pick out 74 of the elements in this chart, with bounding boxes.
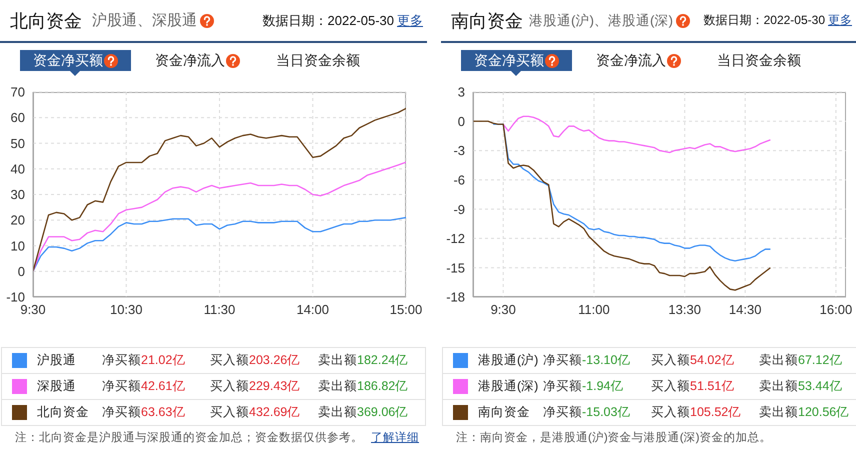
text: 资金净流入 — [155, 52, 225, 70]
text: 净买额42.61亿 — [102, 379, 186, 393]
y-tick-label: 50 — [10, 136, 25, 151]
line-series — [33, 216, 406, 272]
x-tick-label: 14:30 — [728, 302, 762, 318]
text: 买入额432.69亿 — [210, 405, 300, 419]
y-tick-label: 30 — [10, 187, 25, 202]
line-series — [33, 108, 406, 272]
chart-subtitle: 沪股通、深股通 — [92, 11, 197, 30]
text: 更多 — [397, 12, 423, 30]
line-series — [492, 124, 772, 262]
text: 卖出额120.56亿 — [759, 405, 850, 419]
x-tick-label: 15:00 — [390, 302, 422, 318]
y-tick-label: 70 — [10, 84, 25, 100]
text: 净买额21.02亿 — [102, 353, 186, 367]
text: 卖出额186.82亿 — [318, 379, 408, 393]
x-tick-label: 9:30 — [490, 302, 516, 318]
legend-label: 南向资金 — [478, 404, 530, 421]
text: 买入额229.43亿 — [210, 379, 300, 393]
legend-label: 港股通(沪) — [478, 352, 538, 369]
x-tick-label: 13:30 — [668, 302, 701, 318]
text: 净买额-15.03亿 — [543, 405, 630, 419]
text: 卖出额369.06亿 — [318, 405, 408, 419]
y-tick-label: 10 — [10, 238, 25, 254]
y-tick-label: 40 — [10, 161, 25, 176]
text: 卖出额182.24亿 — [318, 353, 408, 367]
y-tick-label: 3 — [458, 84, 465, 100]
y-tick-label: -18 — [446, 290, 465, 305]
x-tick-label: 9:30 — [20, 302, 46, 318]
y-tick-label: 0 — [458, 114, 465, 129]
legend-label: 深股通 — [37, 378, 76, 395]
x-tick-label: 14:00 — [296, 302, 330, 318]
chart-subtitle: 港股通(沪)、港股通(深) — [529, 12, 673, 30]
chart-title: 北向资金 — [10, 10, 82, 32]
text: 数据日期：2022-05-30 — [262, 12, 394, 30]
y-tick-label: -15 — [446, 260, 465, 276]
line-series — [502, 116, 772, 154]
y-tick-label: -10 — [6, 290, 25, 305]
text: 卖出额67.12亿 — [759, 353, 842, 367]
text: 数据日期：2022-05-30 — [704, 12, 825, 29]
text: 资金净买额 — [33, 52, 103, 70]
y-tick-label: 60 — [10, 110, 25, 126]
y-tick-label: -12 — [446, 231, 465, 246]
text: 卖出额53.44亿 — [759, 379, 842, 393]
text: 注：南向资金，是港股通(沪)资金与港股通(深)资金的加总。 — [456, 430, 772, 444]
text: 买入额54.02亿 — [651, 353, 734, 367]
text: 买入额51.51亿 — [651, 379, 734, 393]
text: 当日资金余额 — [276, 52, 360, 70]
text: 更多 — [828, 12, 852, 29]
y-tick-label: -6 — [453, 172, 465, 188]
x-tick-label: 11:00 — [578, 302, 610, 318]
y-tick-label: -3 — [453, 143, 465, 158]
x-tick-label: 10:30 — [110, 302, 143, 318]
legend-label: 北向资金 — [37, 404, 89, 421]
text: 买入额203.26亿 — [210, 353, 300, 367]
chart-title: 南向资金 — [451, 10, 523, 32]
text: 了解详细 — [371, 430, 419, 444]
text: 资金净流入 — [596, 52, 666, 70]
text: 净买额63.63亿 — [102, 405, 186, 419]
legend-label: 沪股通 — [37, 352, 76, 369]
text: 注：北向资金是沪股通与深股通的资金加总；资金数据仅供参考。 — [15, 430, 363, 444]
text: 当日资金余额 — [717, 52, 801, 70]
line-series — [33, 162, 406, 272]
y-tick-label: -9 — [453, 202, 465, 217]
text: 净买额-13.10亿 — [543, 353, 630, 367]
y-tick-label: 20 — [10, 212, 25, 228]
y-tick-label: 0 — [18, 264, 25, 279]
text: 资金净买额 — [474, 52, 544, 70]
x-tick-label: 11:30 — [204, 302, 236, 318]
x-tick-label: 16:00 — [820, 302, 852, 318]
text: 净买额-1.94亿 — [543, 379, 624, 393]
text: 买入额105.52亿 — [651, 405, 742, 419]
legend-label: 港股通(深) — [478, 378, 538, 395]
line-series — [473, 120, 772, 291]
